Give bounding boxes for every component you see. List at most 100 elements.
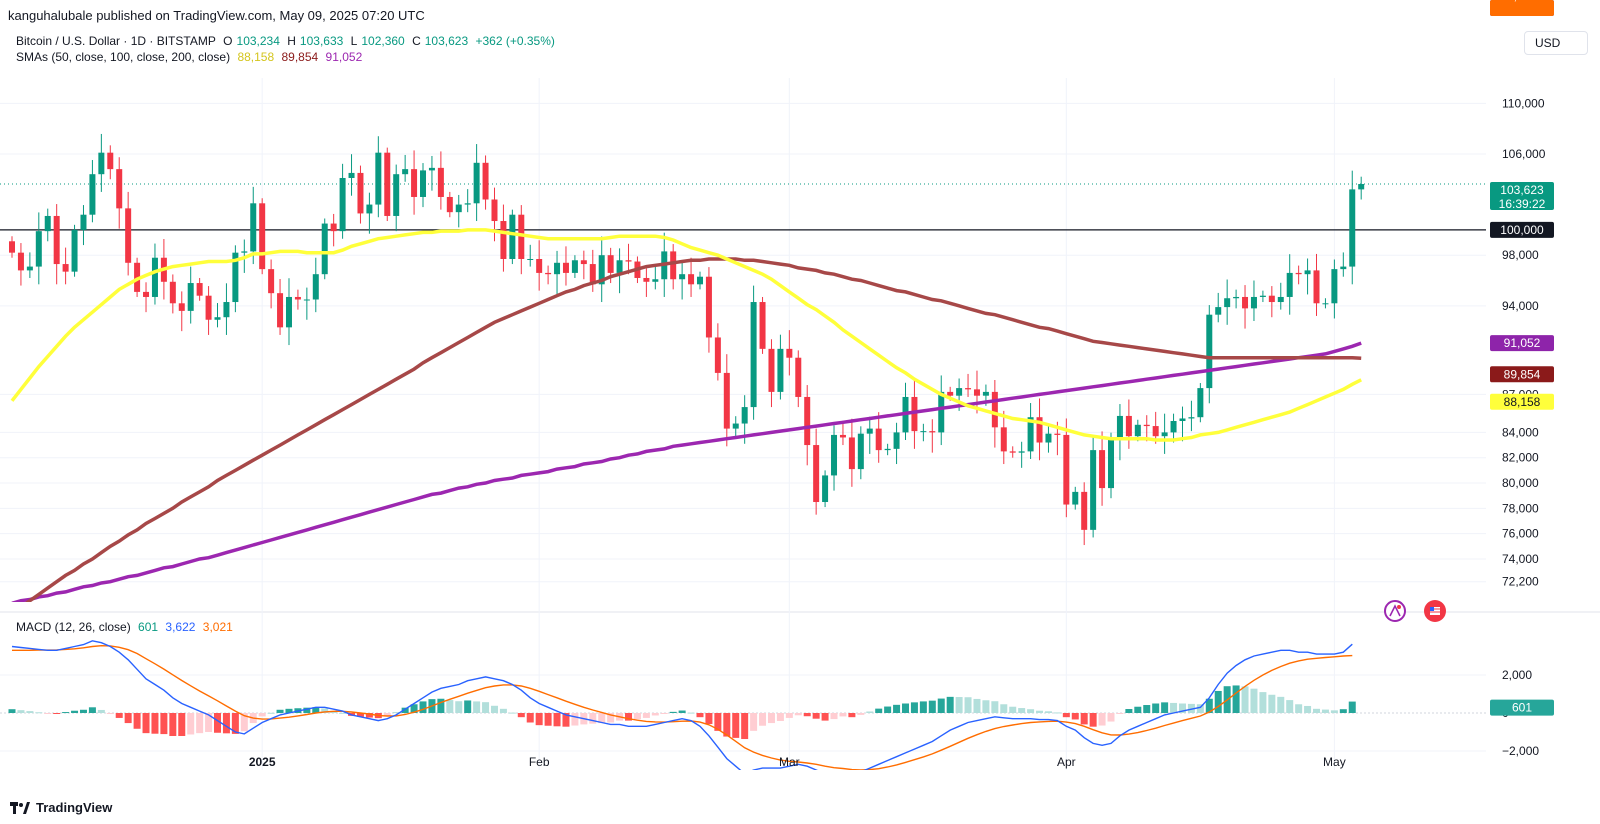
candle-body	[1277, 296, 1284, 303]
macd-histogram-bar	[356, 713, 364, 717]
macd-histogram-bar	[44, 713, 52, 714]
candle-body	[1045, 433, 1052, 443]
candle-body	[348, 172, 355, 178]
macd-pane	[8, 640, 1356, 770]
svg-text:100,000: 100,000	[1500, 223, 1544, 237]
candle-body	[1259, 295, 1266, 297]
sma200-value: 91,052	[325, 50, 363, 64]
candle-body	[625, 260, 632, 262]
macd-histogram-bar	[490, 705, 498, 713]
candle-body	[759, 302, 766, 349]
candle-body	[1349, 189, 1356, 267]
candle-body	[991, 391, 998, 428]
macd-histogram-bar	[303, 707, 311, 713]
macd-histogram-bar	[955, 697, 963, 713]
macd-histogram-bar	[410, 704, 418, 713]
candle-body	[866, 428, 873, 434]
candle-body	[107, 152, 114, 170]
macd-label[interactable]: MACD (12, 26, close)	[16, 620, 131, 634]
candle-body	[277, 293, 284, 328]
candle-body	[205, 295, 212, 320]
candle-body	[1188, 417, 1195, 419]
svg-text:103,623: 103,623	[1500, 183, 1544, 197]
candle-body	[411, 169, 418, 197]
macd-histogram-bar	[1107, 713, 1115, 722]
candle-body	[98, 152, 105, 175]
candle-body	[804, 396, 811, 446]
macd-histogram-bar	[1196, 704, 1204, 713]
macd-histogram-bar	[1277, 696, 1285, 713]
candle-body	[1125, 415, 1132, 437]
macd-histogram-bar	[571, 713, 579, 726]
candle-body	[53, 215, 60, 265]
macd-histogram-bar	[285, 708, 293, 713]
macd-histogram-bar	[1321, 709, 1329, 713]
symbol-label[interactable]: Bitcoin / U.S. Dollar · 1D · BITSTAMP	[16, 34, 216, 48]
time-label: Feb	[529, 755, 550, 769]
macd-histogram-bar	[1009, 706, 1017, 713]
candle-body	[1143, 424, 1150, 427]
macd-histogram-bar	[750, 713, 758, 731]
macd-histogram-bar	[857, 713, 865, 715]
macd-histogram-bar	[1062, 713, 1070, 718]
candle-body	[580, 260, 587, 265]
macd-histogram-bar	[151, 713, 159, 734]
macd-histogram-bar	[1044, 711, 1052, 713]
currency-button[interactable]: USD	[1524, 31, 1588, 55]
macd-histogram-bar	[1339, 709, 1347, 713]
candle-body	[688, 274, 695, 285]
sma-label[interactable]: SMAs (50, close, 100, close, 200, close)	[16, 50, 231, 64]
macd-histogram-bar	[723, 713, 731, 737]
svg-text:89,854: 89,854	[1504, 367, 1541, 381]
candle-body	[705, 276, 712, 338]
candle-body	[339, 177, 346, 232]
candle-body	[1036, 417, 1043, 443]
candle-body	[500, 221, 507, 259]
macd-tick-label: −2,000	[1502, 744, 1539, 758]
macd-histogram-bar	[222, 713, 230, 734]
candles	[0, 133, 1486, 546]
candle-body	[464, 203, 471, 205]
candle-body	[214, 317, 221, 320]
candle-body	[285, 296, 292, 328]
macd-histogram-bar	[1214, 690, 1222, 713]
candle-body	[402, 169, 409, 175]
macd-histogram-bar	[178, 713, 186, 736]
candle-body	[44, 215, 51, 232]
time-label: 2025	[249, 755, 276, 769]
macd-histogram-bar	[759, 713, 767, 726]
macd-histogram-bar	[1053, 712, 1061, 714]
macd-histogram-bar	[142, 713, 150, 734]
macd-histogram-bar	[1187, 703, 1195, 713]
macd-hist-tag: 601	[1490, 699, 1554, 716]
macd-histogram-bar	[1071, 713, 1079, 720]
candle-body	[9, 241, 15, 253]
ideas-icon[interactable]	[1384, 600, 1406, 622]
sma100-tag: 89,854	[1490, 366, 1554, 383]
macd-histogram-bar	[446, 700, 454, 713]
macd-histogram-bar	[455, 701, 463, 713]
candle-body	[527, 258, 534, 260]
candle-body	[491, 199, 498, 222]
tradingview-logo[interactable]: TradingView	[10, 800, 112, 815]
macd-signal-value: 3,021	[202, 620, 233, 634]
candle-body	[1304, 270, 1311, 275]
candle-body	[250, 203, 257, 252]
macd-histogram-bar	[812, 713, 820, 719]
price-tick-label: 106,000	[1502, 147, 1546, 161]
candle-body	[1054, 433, 1061, 435]
macd-histogram-bar	[71, 710, 79, 713]
macd-histogram-bar	[62, 712, 70, 714]
macd-histogram-bar	[902, 703, 909, 713]
macd-histogram-bar	[714, 713, 722, 731]
candle-body	[294, 296, 301, 300]
macd-histogram-bar	[240, 713, 248, 732]
macd-histogram-bar	[106, 713, 114, 714]
candle-body	[187, 283, 194, 311]
macd-histogram-bar	[339, 712, 347, 714]
candle-body	[1242, 296, 1249, 309]
time-label: Mar	[779, 755, 800, 769]
flag-icon[interactable]	[1424, 600, 1446, 622]
